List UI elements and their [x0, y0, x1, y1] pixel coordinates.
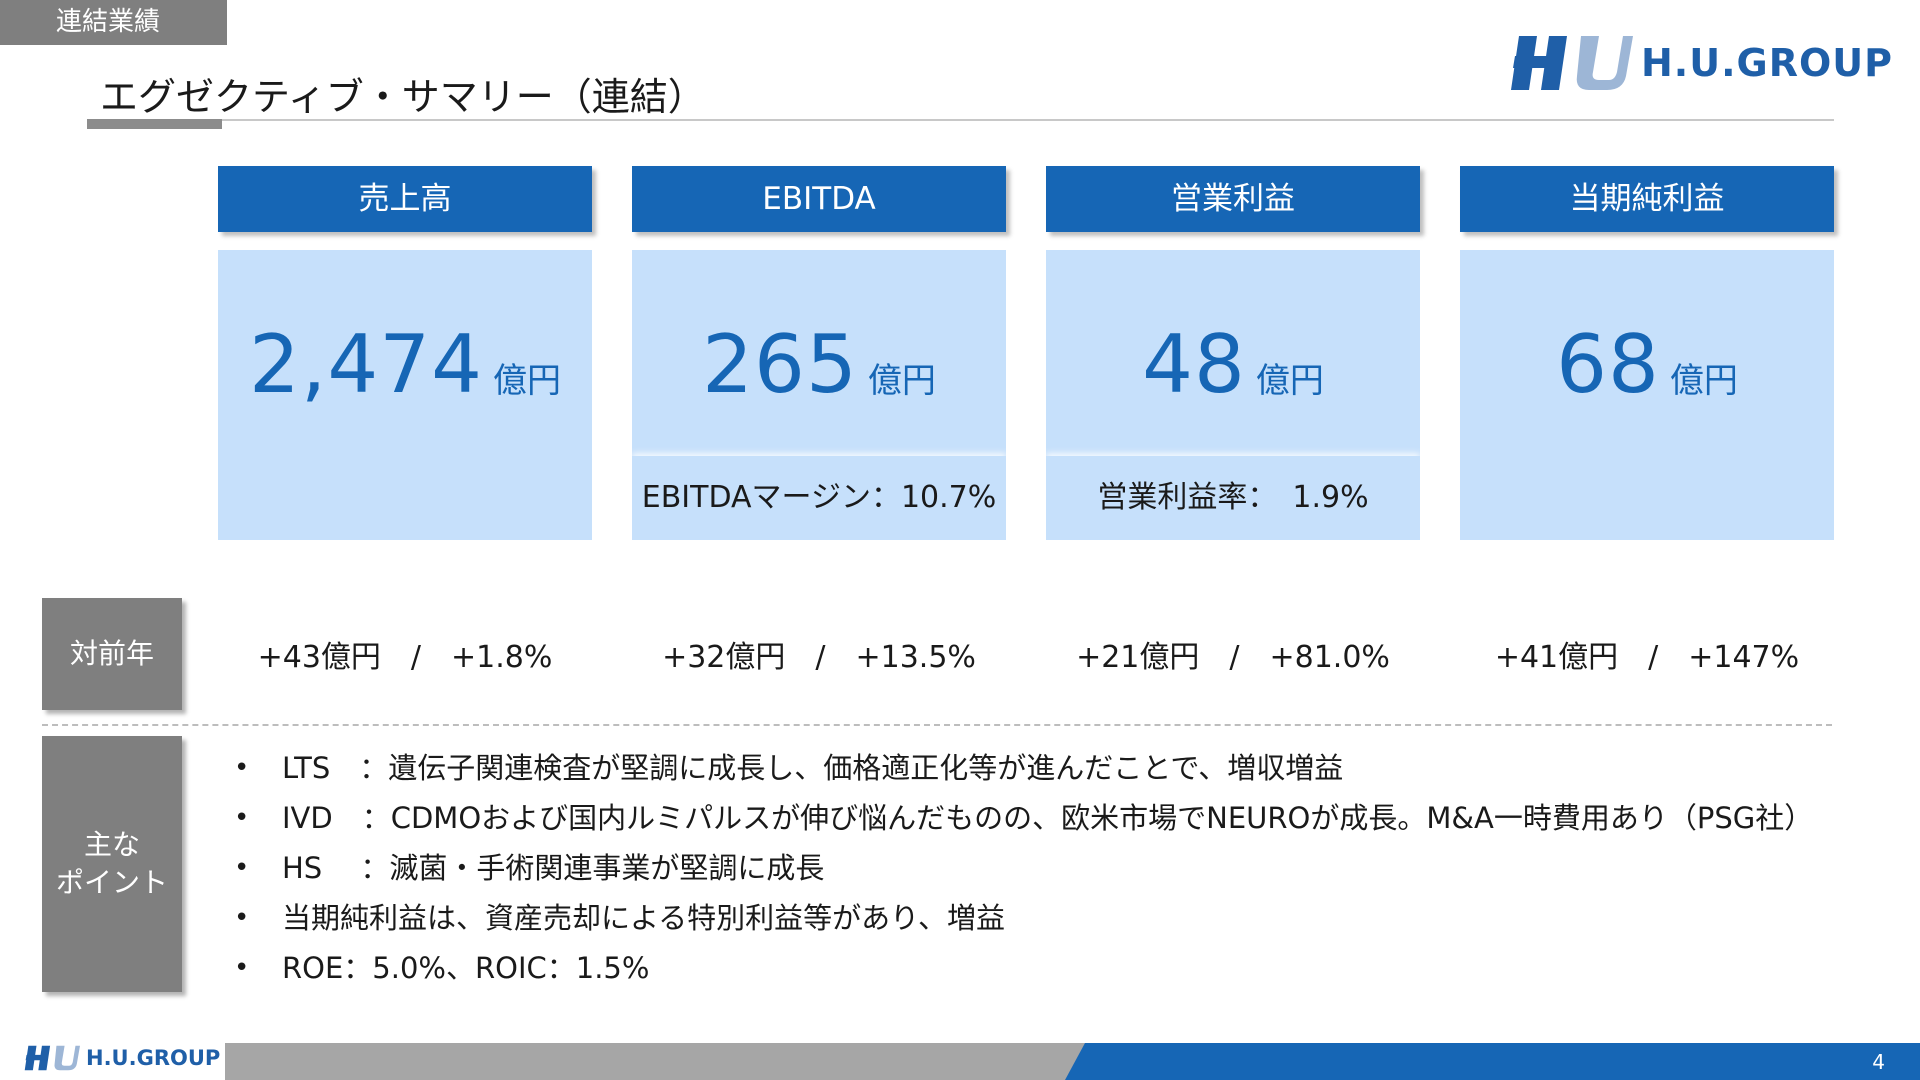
key-points-list: • LTS ：遺伝子関連検査が堅調に成長し、価格適正化等が進んだことで、増収増益 … [234, 743, 1813, 993]
bullet-icon: • [234, 803, 250, 833]
kpi-value: 2,474 [248, 318, 484, 411]
point-text: HS ：滅菌・手術関連事業が堅調に成長 [282, 851, 825, 885]
hu-logo-mark-icon [1511, 36, 1633, 90]
list-item: • HS ：滅菌・手術関連事業が堅調に成長 [234, 843, 1813, 893]
footer-logo: H.U.GROUP [22, 1044, 220, 1072]
yoy-value-sales: +43億円 / +1.8% [257, 640, 553, 675]
list-item: • LTS ：遺伝子関連検査が堅調に成長し、価格適正化等が進んだことで、増収増益 [234, 743, 1813, 793]
page-title: エグゼクティブ・サマリー（連結） [100, 75, 706, 119]
section-tag: 連結業績 [0, 0, 227, 45]
kpi-header-net-income: 当期純利益 [1460, 166, 1834, 232]
kpi-unit: 億円 [867, 361, 936, 401]
kpi-value: 48 [1142, 318, 1246, 411]
point-text: ROE：5.0%、ROIC：1.5% [282, 951, 650, 985]
kpi-value: 68 [1556, 318, 1660, 411]
yoy-value-operating-profit: +21億円 / +81.0% [1076, 640, 1390, 675]
bullet-icon: • [234, 853, 250, 883]
point-text: LTS ：遺伝子関連検査が堅調に成長し、価格適正化等が進んだことで、増収増益 [282, 751, 1344, 785]
footer-logo-text: H.U.GROUP [86, 1046, 221, 1070]
list-item: • IVD ：CDMOおよび国内ルミパルスが伸び悩んだものの、欧米市場でNEURO… [234, 793, 1813, 843]
points-label-line1: 主な [83, 828, 140, 862]
kpi-header-ebitda: EBITDA [632, 166, 1006, 232]
kpi-unit: 億円 [493, 361, 562, 401]
kpi-value: 265 [702, 318, 858, 411]
points-label-line2: ポイント [55, 866, 168, 899]
bullet-icon: • [234, 753, 250, 783]
kpi-unit: 億円 [1255, 361, 1324, 401]
footer-bar-blue [1065, 1043, 1920, 1080]
list-item: • ROE：5.0%、ROIC：1.5% [234, 943, 1813, 993]
point-text: IVD ：CDMOおよび国内ルミパルスが伸び悩んだものの、欧米市場でNEUROが… [282, 801, 1814, 835]
company-logo: H.U.GROUP [1505, 32, 1893, 94]
title-divider-accent [87, 119, 222, 129]
logo-text: H.U.GROUP [1641, 41, 1893, 85]
point-text: 当期純利益は、資産売却による特別利益等があり、増益 [282, 901, 1005, 935]
bullet-icon: • [234, 953, 250, 983]
kpi-card-ebitda: 265 億円 EBITDAマージン：10.7% [632, 250, 1006, 540]
yoy-value-ebitda: +32億円 / +13.5% [662, 640, 976, 675]
kpi-margin-ebitda: EBITDAマージン：10.7% [632, 456, 1006, 540]
title-divider [87, 119, 1834, 121]
footer-bar-gray [225, 1043, 1085, 1080]
yoy-label: 対前年 [42, 598, 182, 710]
kpi-header-sales: 売上高 [218, 166, 592, 232]
kpi-card-operating-profit: 48 億円 営業利益率： 1.9% [1046, 250, 1420, 540]
kpi-margin-operating: 営業利益率： 1.9% [1046, 456, 1420, 540]
page-number: 4 [1872, 1050, 1885, 1074]
kpi-card-sales: 2,474 億円 [218, 250, 592, 540]
yoy-value-net-income: +41億円 / +147% [1494, 640, 1800, 675]
kpi-unit: 億円 [1669, 361, 1738, 401]
hu-logo-mark-icon [24, 1045, 80, 1071]
list-item: • 当期純利益は、資産売却による特別利益等があり、増益 [234, 893, 1813, 943]
bullet-icon: • [234, 903, 250, 933]
kpi-card-net-income: 68 億円 [1460, 250, 1834, 540]
section-divider [42, 724, 1832, 726]
kpi-header-operating-profit: 営業利益 [1046, 166, 1420, 232]
points-label: 主な ポイント [42, 736, 182, 992]
